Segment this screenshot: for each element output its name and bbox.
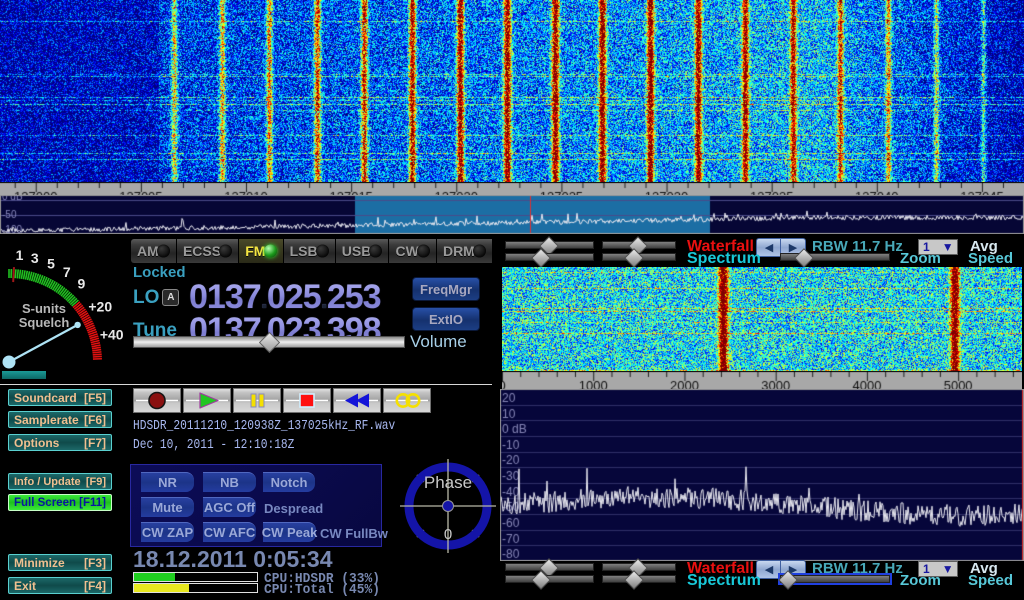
svg-text:+40: +40: [100, 326, 124, 342]
svg-text:0: 0: [444, 526, 452, 543]
svg-text:+20: +20: [88, 299, 112, 315]
svg-text:1: 1: [16, 247, 24, 263]
svg-text:7: 7: [63, 264, 71, 280]
svg-text:9: 9: [78, 275, 86, 291]
svg-text:Phase: Phase: [424, 473, 472, 492]
svg-text:S-units: S-units: [22, 301, 66, 316]
svg-text:Squelch: Squelch: [19, 315, 70, 330]
svg-text:5: 5: [47, 255, 55, 271]
svg-text:3: 3: [31, 250, 39, 266]
